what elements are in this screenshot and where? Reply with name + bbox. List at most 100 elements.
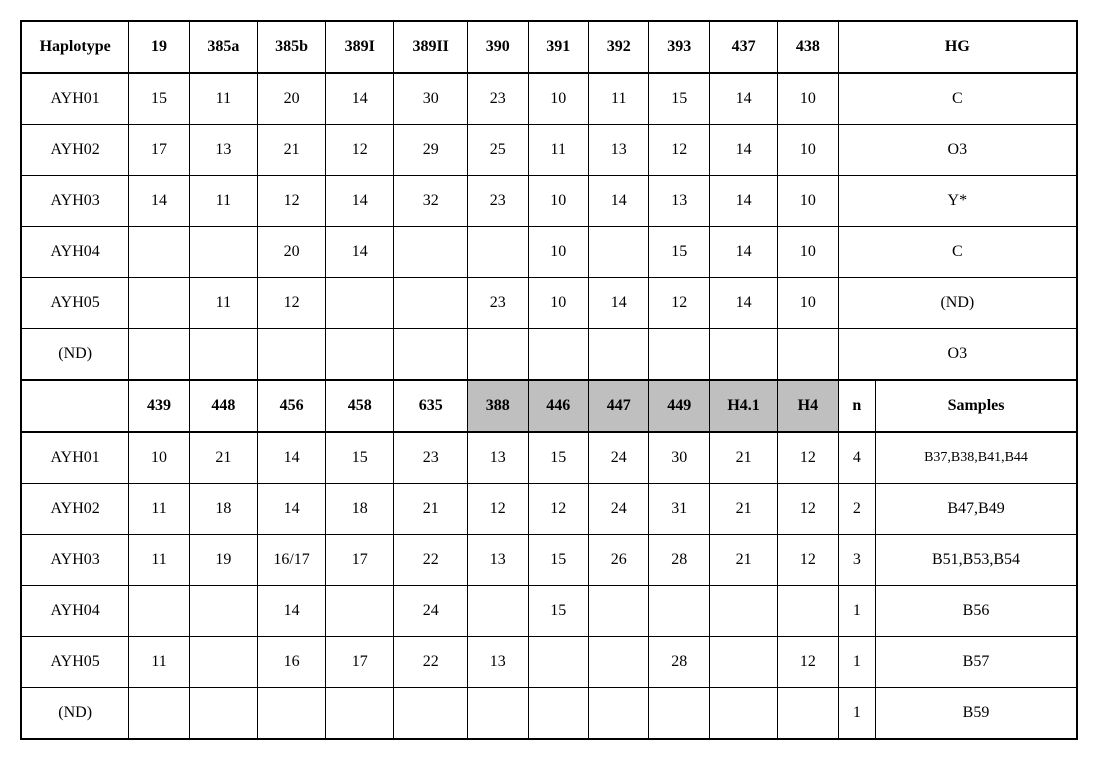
cell: 20 [257, 227, 325, 278]
cell: 10 [778, 278, 838, 329]
cell: 24 [394, 586, 468, 637]
cell: 22 [394, 535, 468, 586]
cell: 16/17 [257, 535, 325, 586]
cell [468, 329, 528, 381]
col-391: 391 [528, 21, 588, 73]
cell: 30 [394, 73, 468, 125]
cell: 10 [778, 73, 838, 125]
cell: 21 [709, 484, 777, 535]
cell-haplotype: AYH01 [21, 432, 129, 484]
header-row-1: Haplotype 19 385a 385b 389I 389II 390 39… [21, 21, 1077, 73]
cell [257, 329, 325, 381]
cell: 14 [709, 176, 777, 227]
cell: 13 [589, 125, 649, 176]
cell: 18 [326, 484, 394, 535]
cell: 19 [189, 535, 257, 586]
cell: 17 [326, 535, 394, 586]
cell: 10 [778, 125, 838, 176]
table-row: AYH04 20 14 10 15 14 10 C [21, 227, 1077, 278]
cell [326, 329, 394, 381]
cell: 23 [468, 73, 528, 125]
cell [257, 688, 325, 740]
cell: 30 [649, 432, 709, 484]
cell: 24 [589, 432, 649, 484]
col-385b: 385b [257, 21, 325, 73]
cell-haplotype: AYH05 [21, 278, 129, 329]
col-392: 392 [589, 21, 649, 73]
cell-samples: B59 [876, 688, 1077, 740]
cell-hg: Y* [838, 176, 1077, 227]
cell [189, 329, 257, 381]
cell-hg: (ND) [838, 278, 1077, 329]
cell: 12 [778, 484, 838, 535]
cell-n: 2 [838, 484, 875, 535]
cell [326, 278, 394, 329]
col-388: 388 [468, 380, 528, 432]
cell-haplotype: AYH02 [21, 125, 129, 176]
cell-hg: C [838, 73, 1077, 125]
cell: 14 [326, 176, 394, 227]
cell: 26 [589, 535, 649, 586]
col-448: 448 [189, 380, 257, 432]
cell-haplotype: AYH01 [21, 73, 129, 125]
cell [129, 586, 189, 637]
table-row: AYH05 11 12 23 10 14 12 14 10 (ND) [21, 278, 1077, 329]
cell [394, 688, 468, 740]
cell: 15 [649, 227, 709, 278]
cell: 12 [528, 484, 588, 535]
table-row: AYH05 11 16 17 22 13 28 12 1 B57 [21, 637, 1077, 688]
cell: 14 [709, 227, 777, 278]
col-samples: Samples [876, 380, 1077, 432]
cell: 23 [394, 432, 468, 484]
cell: 11 [129, 637, 189, 688]
cell: 31 [649, 484, 709, 535]
cell: 14 [257, 484, 325, 535]
cell-haplotype: AYH02 [21, 484, 129, 535]
table-row: AYH01 15 11 20 14 30 23 10 11 15 14 10 C [21, 73, 1077, 125]
cell-n: 3 [838, 535, 875, 586]
cell: 12 [649, 125, 709, 176]
cell-hg: O3 [838, 125, 1077, 176]
cell: 10 [528, 227, 588, 278]
col-haplotype: Haplotype [21, 21, 129, 73]
cell [589, 637, 649, 688]
table-row: AYH02 17 13 21 12 29 25 11 13 12 14 10 O… [21, 125, 1077, 176]
cell: 10 [129, 432, 189, 484]
cell: 12 [257, 176, 325, 227]
cell [528, 637, 588, 688]
col-458: 458 [326, 380, 394, 432]
cell [129, 227, 189, 278]
cell-samples: B47,B49 [876, 484, 1077, 535]
cell [326, 688, 394, 740]
cell: 10 [528, 278, 588, 329]
col-437: 437 [709, 21, 777, 73]
cell [129, 329, 189, 381]
cell: 28 [649, 637, 709, 688]
cell: 14 [257, 432, 325, 484]
cell-samples: B51,B53,B54 [876, 535, 1077, 586]
cell: 14 [709, 73, 777, 125]
cell: 29 [394, 125, 468, 176]
cell: 12 [778, 535, 838, 586]
table-row: AYH04 14 24 15 1 B56 [21, 586, 1077, 637]
cell: 23 [468, 278, 528, 329]
cell: 18 [189, 484, 257, 535]
cell: 12 [326, 125, 394, 176]
col-438: 438 [778, 21, 838, 73]
cell-haplotype: (ND) [21, 688, 129, 740]
cell [189, 688, 257, 740]
col-n: n [838, 380, 875, 432]
cell: 21 [394, 484, 468, 535]
col-h4: H4 [778, 380, 838, 432]
cell: 14 [709, 125, 777, 176]
cell: 11 [189, 73, 257, 125]
cell [189, 637, 257, 688]
cell: 12 [468, 484, 528, 535]
cell [709, 637, 777, 688]
cell [394, 227, 468, 278]
cell [649, 586, 709, 637]
cell: 21 [189, 432, 257, 484]
col-447: 447 [589, 380, 649, 432]
cell: 11 [189, 176, 257, 227]
cell: 10 [778, 176, 838, 227]
